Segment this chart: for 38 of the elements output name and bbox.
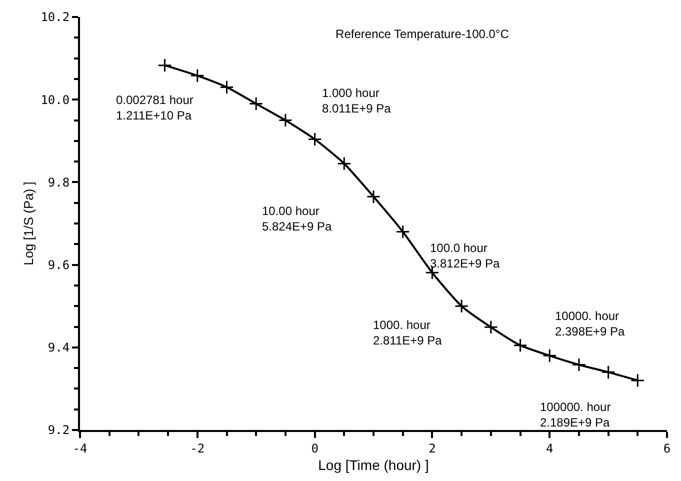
point: [484, 320, 498, 334]
x-tick-label: 4: [546, 441, 554, 456]
annotation: 1000. hour 2.811E+9 Pa: [373, 318, 442, 348]
point: [249, 96, 264, 111]
annotation: 10000. hour 2.398E+9 Pa: [555, 309, 626, 339]
point: [572, 358, 586, 372]
point: [278, 113, 292, 128]
point: [513, 338, 528, 352]
point: [396, 224, 410, 239]
y-tick-label: 10.2: [40, 10, 70, 24]
x-tick-label: 2: [428, 441, 436, 456]
y-tick-label: 10.0: [40, 92, 70, 107]
point: [158, 58, 172, 72]
x-tick-label: -4: [72, 441, 88, 456]
annotation: 100.0 hour 3.812E+9 Pa: [430, 241, 500, 271]
y-tick-label: 9.4: [48, 340, 70, 355]
point: [542, 348, 557, 363]
x-tick-label: 0: [311, 441, 318, 456]
point: [366, 190, 381, 204]
y-tick-label: 9.2: [48, 423, 70, 438]
x-tick-label: 6: [663, 441, 671, 456]
point: [601, 365, 616, 380]
annotation: 100000. hour 2.189E+9 Pa: [540, 400, 611, 430]
x-tick-label: -2: [190, 441, 205, 456]
y-axis-title: Log [1/S (Pa) ]: [21, 182, 36, 266]
annotation: 0.002781 hour 1.211E+10 Pa: [116, 93, 194, 123]
y-tick-label: 9.6: [48, 258, 70, 272]
point: [220, 80, 234, 94]
y-tick-label: 9.8: [48, 175, 70, 190]
annotation: 10.00 hour 5.824E+9 Pa: [262, 204, 332, 234]
point: [337, 156, 352, 171]
text: Reference Temperature-100.0°C: [336, 26, 510, 41]
point: [308, 132, 322, 146]
annotation: 1.000 hour 8.011E+9 Pa: [322, 86, 392, 116]
point: [190, 68, 204, 83]
point: [630, 373, 645, 388]
x-axis-title: Log [Time (hour) ]: [318, 457, 429, 474]
point: [454, 299, 469, 314]
